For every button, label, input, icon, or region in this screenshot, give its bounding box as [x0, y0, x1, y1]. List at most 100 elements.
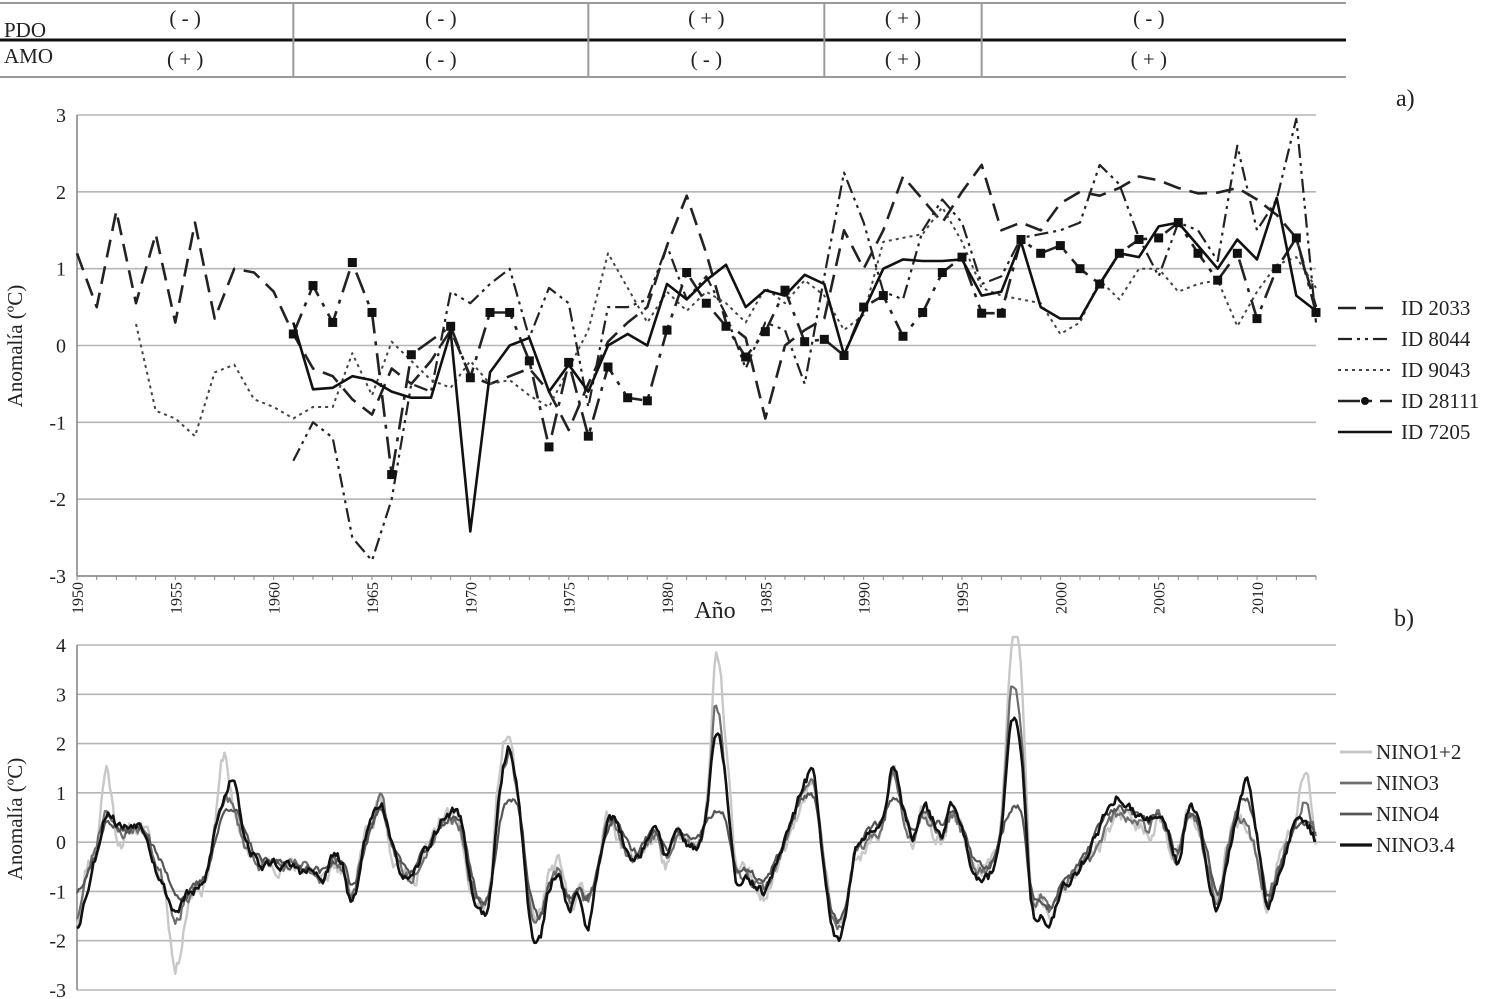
- data-point: [446, 321, 456, 331]
- data-point: [406, 350, 416, 360]
- panel-a-ylabel: Anomalía (ºC): [3, 285, 27, 408]
- x-tick-label: 1950: [70, 582, 87, 614]
- data-point: [603, 362, 613, 372]
- panel-a: -3 -2 -1 0 1 2 3 1950 1955 1960 1965 1970 1975 1980 19…: [3, 86, 1479, 624]
- data-point: [465, 373, 475, 383]
- y-tick-label: 3: [56, 105, 66, 127]
- data-point: [996, 308, 1006, 318]
- series-line-id-9043: [135, 206, 1317, 438]
- data-point: [898, 331, 908, 341]
- data-point: [937, 268, 947, 278]
- data-point: [1193, 248, 1203, 258]
- x-tick-label: 1965: [365, 582, 382, 614]
- data-point: [642, 396, 652, 406]
- series-line-id-28111: [292, 221, 1318, 476]
- data-point: [1075, 264, 1085, 274]
- series-line-id-7205: [292, 196, 1317, 533]
- data-point: [800, 337, 810, 347]
- data-point: [387, 470, 397, 480]
- data-point: [721, 321, 731, 331]
- panel-b-label: b): [1394, 606, 1414, 632]
- amo-phase: ( + ): [885, 47, 921, 71]
- amo-phase: ( + ): [167, 47, 203, 71]
- x-tick-label: 1995: [955, 582, 972, 614]
- panel-a-axes: -3 -2 -1 0 1 2 3 1950 1955 1960 1965 1970 1975 1980 19…: [49, 105, 1317, 614]
- amo-phase: ( + ): [1131, 47, 1167, 71]
- x-tick-label: 2010: [1250, 582, 1267, 614]
- data-point: [1291, 233, 1301, 243]
- amo-phase: ( - ): [425, 47, 456, 71]
- data-point: [957, 252, 967, 262]
- amo-phase: ( - ): [691, 47, 722, 71]
- x-tick-label: 1975: [562, 582, 579, 614]
- data-point: [1016, 234, 1026, 244]
- x-tick-label: 1960: [267, 582, 284, 614]
- series-line-id-8044: [292, 117, 1318, 562]
- data-point: [1134, 234, 1144, 244]
- data-point: [524, 356, 534, 366]
- panel-a-xlabel: Año: [694, 598, 735, 624]
- data-point: [1232, 248, 1242, 258]
- legend-label: NINO1+2: [1376, 740, 1461, 764]
- legend-label: ID 8044: [1401, 327, 1471, 351]
- x-tick-label: 1990: [857, 582, 874, 614]
- data-point: [1036, 248, 1046, 258]
- panel-a-label: a): [1396, 86, 1415, 112]
- series-line-nino4: [75, 792, 1317, 925]
- series-line-nino3-4: [76, 716, 1317, 945]
- y-tick-label: 2: [56, 734, 66, 756]
- y-tick-label: 0: [56, 832, 66, 854]
- y-tick-label: -3: [49, 980, 66, 999]
- data-point: [1311, 307, 1321, 317]
- legend-label: ID 28111: [1401, 389, 1479, 413]
- pdo-phase: ( + ): [688, 6, 724, 30]
- y-tick-label: 0: [56, 336, 66, 358]
- row-label-amo: AMO: [4, 44, 53, 68]
- y-tick-label: 1: [56, 783, 66, 805]
- data-point: [485, 307, 495, 317]
- x-tick-label: 1985: [758, 582, 775, 614]
- data-point: [977, 308, 987, 318]
- data-point: [544, 442, 554, 452]
- data-point: [780, 285, 790, 295]
- data-point: [760, 327, 770, 337]
- panel-b-ylabel: Anomalía (ºC): [3, 758, 27, 881]
- legend-label: NINO4: [1376, 802, 1439, 826]
- x-tick-label: 1980: [660, 582, 677, 614]
- legend-label: NINO3: [1376, 771, 1439, 795]
- data-point: [288, 329, 298, 339]
- pdo-phase: ( - ): [169, 6, 200, 30]
- y-tick-label: 3: [56, 684, 66, 706]
- data-point: [1252, 314, 1262, 324]
- data-point: [859, 302, 869, 312]
- panel-b-legend: NINO1+2 NINO3 NINO4 NINO3.4: [1340, 740, 1461, 857]
- y-tick-label: 2: [56, 182, 66, 204]
- data-point: [583, 431, 593, 441]
- pdo-phase: ( - ): [1133, 6, 1164, 30]
- x-tick-label: 1955: [168, 582, 185, 614]
- legend-label: NINO3.4: [1376, 833, 1455, 857]
- data-point: [1213, 275, 1223, 285]
- data-point: [347, 258, 357, 268]
- legend-label: ID 2033: [1401, 296, 1470, 320]
- x-tick-label: 2005: [1152, 582, 1169, 614]
- x-tick-label: 2000: [1053, 582, 1070, 614]
- y-tick-label: 1: [56, 259, 66, 281]
- row-label-pdo: PDO: [4, 18, 46, 42]
- data-point: [1154, 233, 1164, 243]
- data-point: [701, 298, 711, 308]
- legend-marker: [1361, 397, 1369, 405]
- data-point: [682, 268, 692, 278]
- panel-a-series: [75, 117, 1321, 562]
- data-point: [1272, 264, 1282, 274]
- data-point: [1055, 241, 1065, 251]
- y-tick-label: -1: [49, 412, 66, 434]
- series-line-id-2033: [75, 163, 1318, 432]
- y-tick-label: -2: [49, 931, 66, 953]
- legend-label: ID 9043: [1401, 358, 1470, 382]
- y-tick-label: -1: [49, 881, 66, 903]
- x-tick-label: 1970: [463, 582, 480, 614]
- data-point: [819, 334, 829, 344]
- pdo-phase: ( + ): [885, 6, 921, 30]
